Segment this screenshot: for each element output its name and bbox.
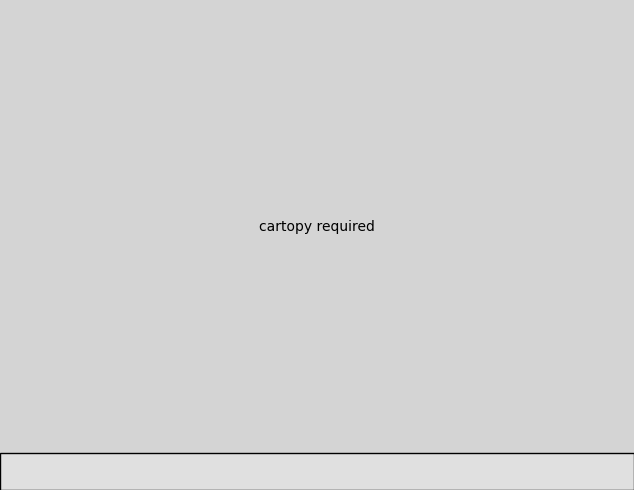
Text: Surface pressure [hPa] ECMWF: Surface pressure [hPa] ECMWF (6, 462, 179, 472)
Text: cartopy required: cartopy required (259, 220, 375, 234)
Text: ©weatheronline.co.uk: ©weatheronline.co.uk (527, 480, 628, 489)
Text: Mo 27-05-2024 12:00 UTC (06+06): Mo 27-05-2024 12:00 UTC (06+06) (433, 462, 628, 472)
